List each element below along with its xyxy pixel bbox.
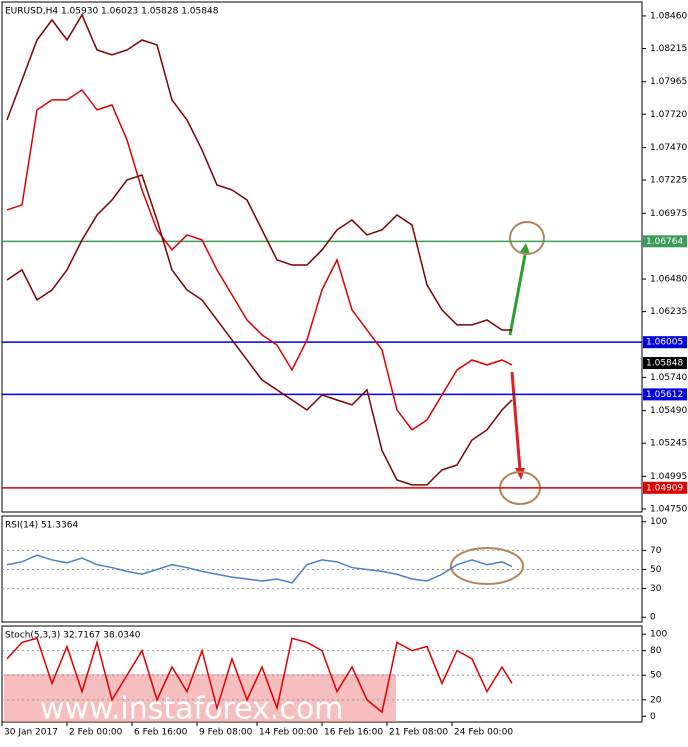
level-label: 1.06764: [646, 237, 683, 247]
x-tick-label: 24 Feb 00:00: [454, 728, 513, 738]
y-tick-label: 1.08460: [650, 11, 687, 21]
series-line: [6, 88, 513, 431]
y-tick-label: 1.06480: [650, 275, 687, 285]
y-tick-label: 1.07225: [650, 176, 687, 186]
level-label-box: [643, 481, 687, 494]
y-tick-label: 1.04750: [650, 504, 687, 514]
level-label-box: [643, 235, 687, 248]
y-tick-label: 1.07720: [650, 110, 687, 120]
level-label: 1.05612: [646, 390, 683, 400]
y-tick-label: 1.07470: [650, 143, 687, 153]
y-tick-label: 1.05245: [650, 439, 687, 449]
series-line: [6, 554, 513, 584]
y-tick-label: 1.06975: [650, 209, 687, 219]
down-arrow-head: [515, 468, 525, 480]
y-tick-label: 0: [650, 613, 656, 623]
y-tick-label: 1.04995: [650, 472, 687, 482]
panel-title: RSI(14) 51.3364: [5, 521, 78, 531]
panel-title: EURUSD,H4 1.05930 1.06023 1.05828 1.0584…: [5, 7, 219, 17]
y-tick-label: 50: [650, 565, 662, 575]
y-tick-label: 1.08215: [650, 44, 687, 54]
down-arrow: [510, 371, 522, 471]
x-tick-label: 14 Feb 00:00: [259, 728, 318, 738]
y-tick-label: 70: [650, 546, 662, 556]
level-label-box: [643, 357, 687, 370]
y-tick-label: 1.05740: [650, 373, 687, 383]
x-tick-label: 21 Feb 08:00: [389, 728, 448, 738]
x-tick-label: 30 Jan 2017: [4, 728, 58, 738]
target-circle: [509, 221, 545, 255]
series-line: [6, 637, 513, 714]
x-tick-label: 9 Feb 08:00: [199, 728, 253, 738]
y-tick-label: 20: [650, 695, 662, 705]
level-label-box: [643, 336, 687, 349]
y-tick-label: 1.07965: [650, 77, 687, 87]
level-label: 1.05848: [646, 359, 683, 369]
watermark: www.instaforex.com: [40, 692, 343, 727]
series-line: [6, 13, 512, 331]
y-tick-label: 100: [650, 517, 667, 527]
rsi-circle: [450, 547, 524, 585]
y-tick-label: 50: [650, 671, 662, 681]
y-tick-label: 30: [650, 584, 662, 594]
x-tick-label: 6 Feb 16:00: [134, 728, 188, 738]
y-tick-label: 100: [650, 630, 667, 640]
level-label: 1.04909: [646, 483, 683, 493]
main-panel: [1, 1, 643, 513]
series-line: [6, 174, 513, 486]
up-arrow: [508, 254, 527, 336]
y-tick-label: 0: [650, 712, 656, 722]
y-tick-label: 1.05490: [650, 406, 687, 416]
level-label: 1.06005: [646, 338, 683, 348]
x-tick-label: 2 Feb 00:00: [69, 728, 123, 738]
panel-title: Stoch(5,3,3) 32.7167 38.0340: [5, 631, 141, 641]
y-tick-label: 80: [650, 646, 662, 656]
up-arrow-head: [520, 243, 530, 254]
watermark-box: [4, 674, 396, 722]
x-tick-label: 16 Feb 16:00: [324, 728, 383, 738]
level-label-box: [643, 388, 687, 401]
y-tick-label: 1.06235: [650, 307, 687, 317]
